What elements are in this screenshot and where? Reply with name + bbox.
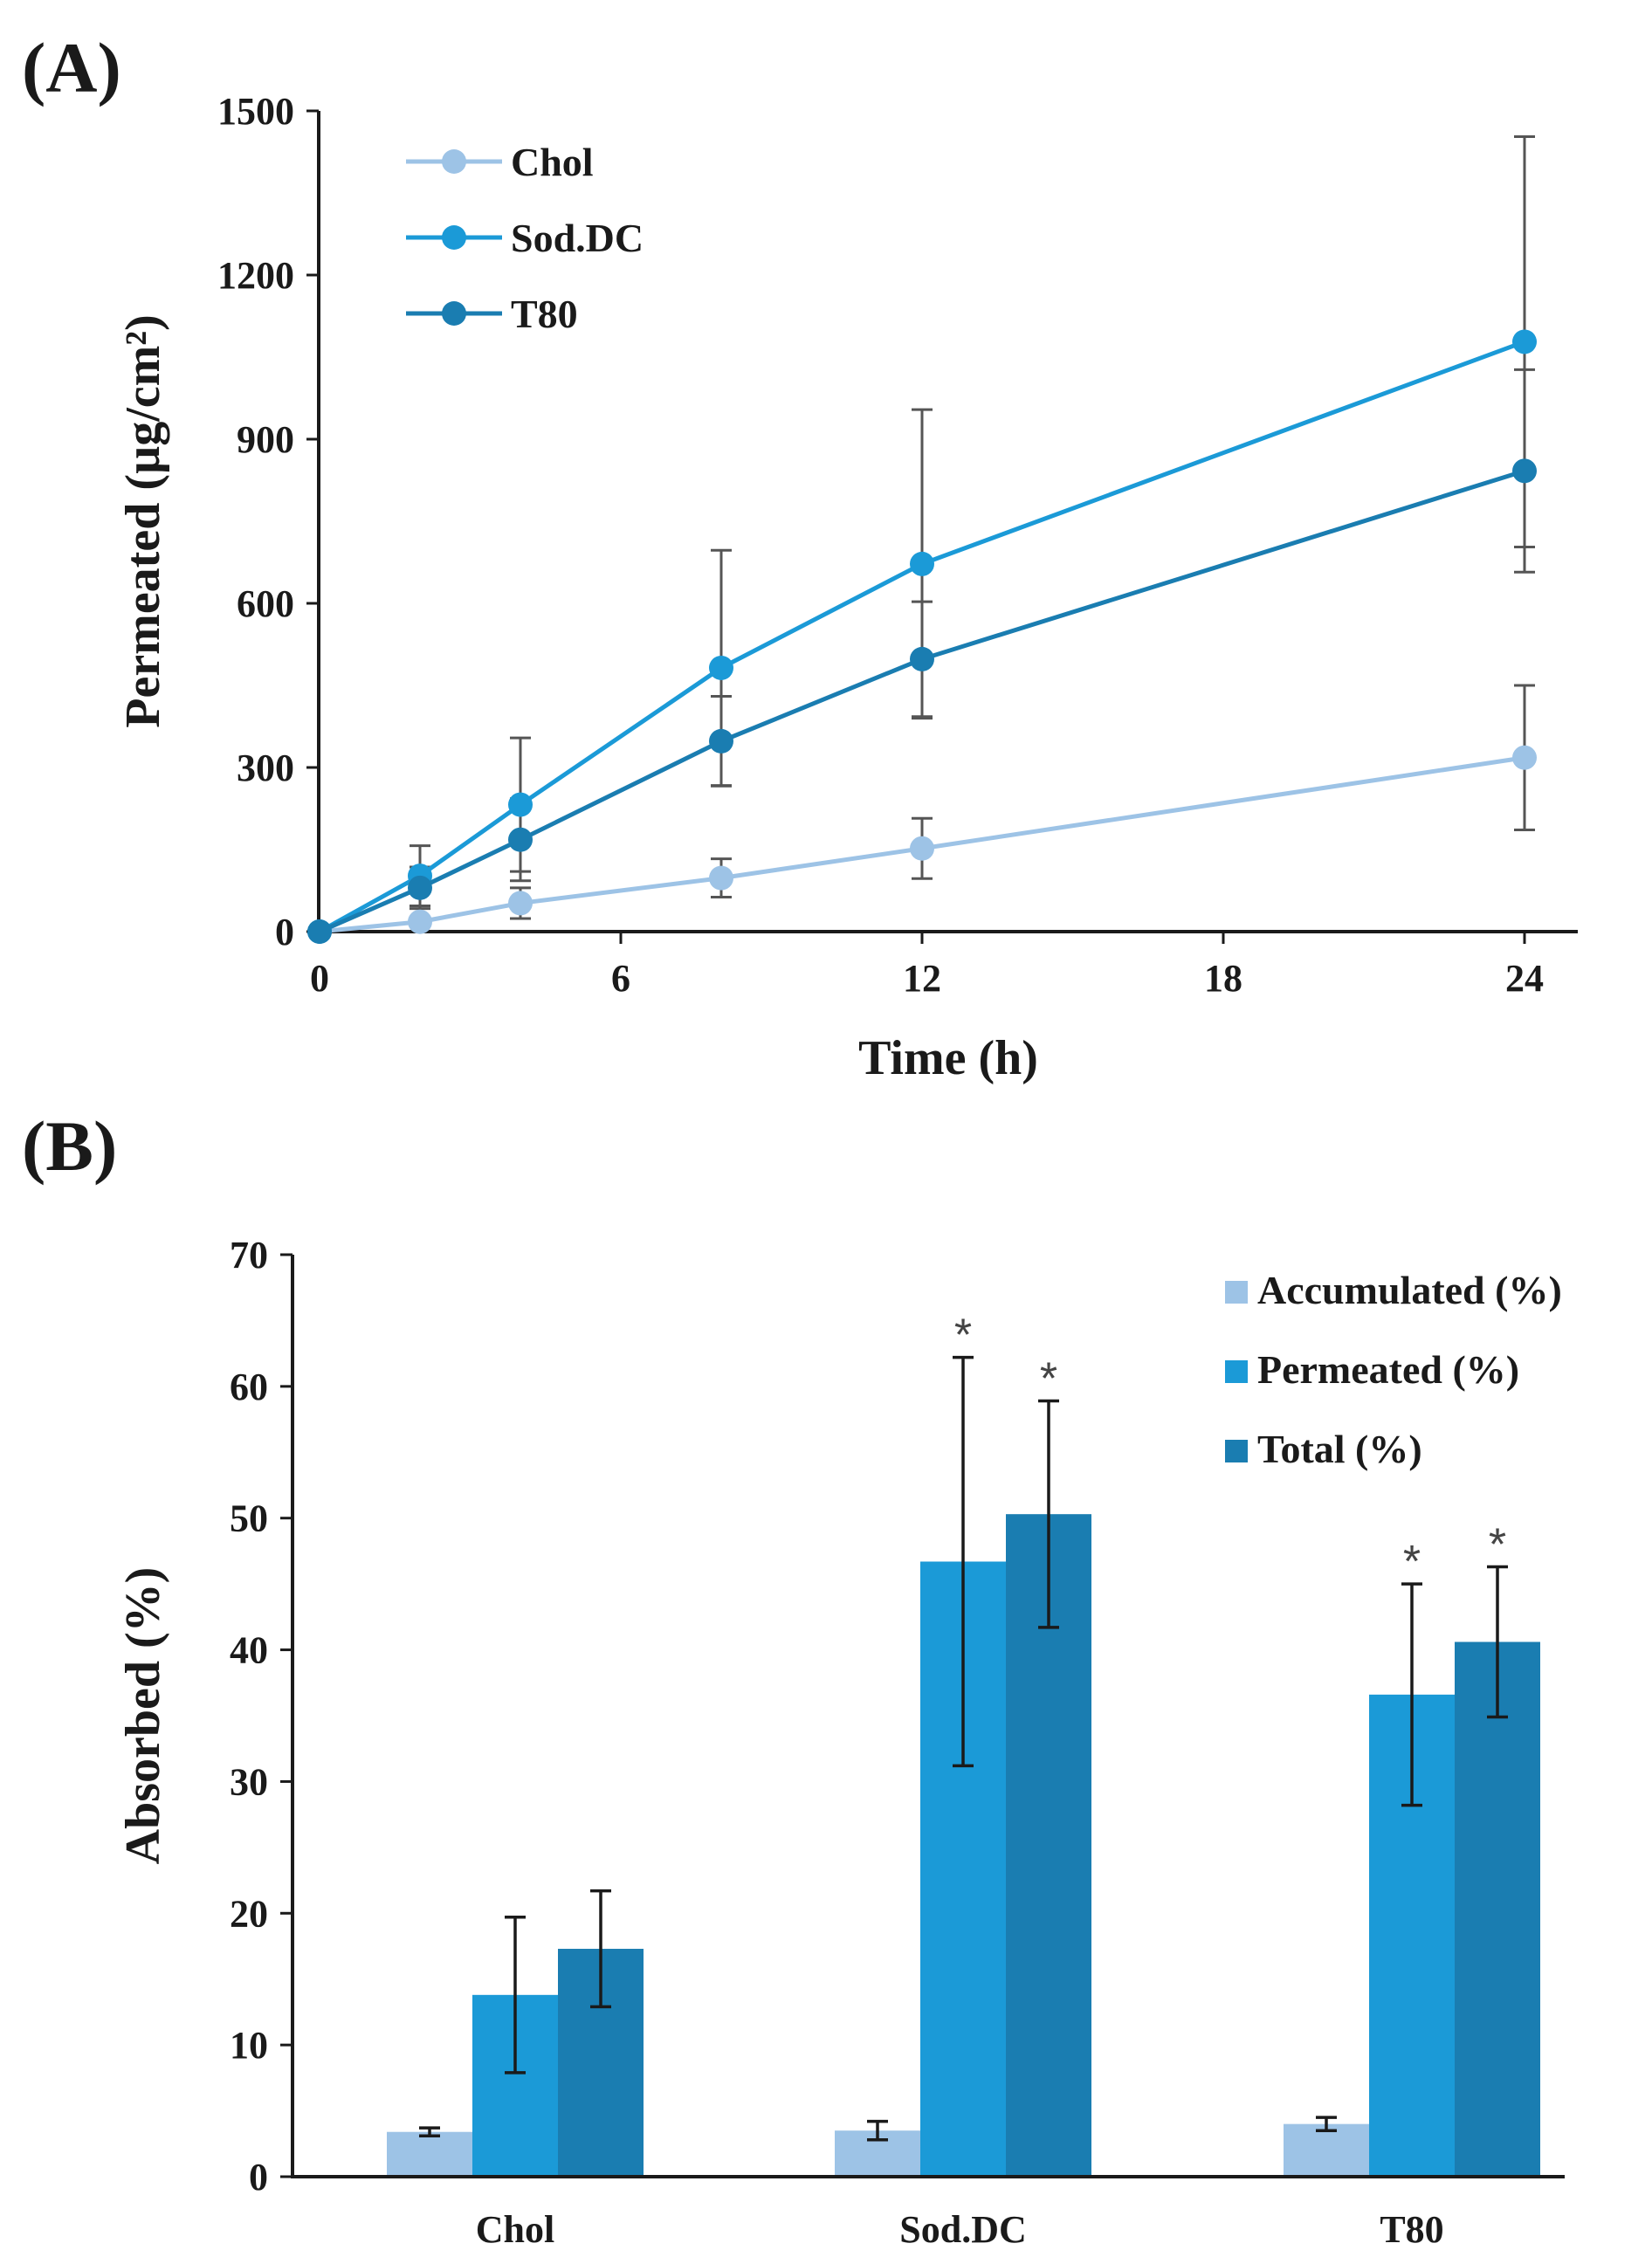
- y-tick-label: 10: [230, 2024, 268, 2067]
- y-tick-label: 20: [230, 1892, 268, 1935]
- panel-a-line-chart: (A) 0 300 600 900 1200 1500 0 6 12 18 24 Chol Sod.…: [22, 28, 1578, 1085]
- legend-swatch: [1225, 1440, 1248, 1462]
- y-tick-label: 60: [230, 1366, 268, 1408]
- data-point-chol: [709, 865, 733, 891]
- category-label: Sod.DC: [899, 2208, 1027, 2251]
- panel-b-category-labels: Chol Sod.DC T80: [476, 2208, 1444, 2251]
- data-point-chol: [910, 836, 934, 861]
- data-point-t80: [408, 875, 432, 900]
- panel-a-y-title: Permeated (µg/cm²): [116, 314, 170, 727]
- y-tick-label: 0: [249, 2156, 268, 2199]
- x-tick-label: 0: [310, 957, 329, 1000]
- category-label: T80: [1380, 2208, 1443, 2251]
- legend-label: Total (%): [1257, 1427, 1422, 1471]
- legend-marker: [442, 149, 466, 174]
- panel-a-series: [307, 134, 1537, 944]
- legend-label: Sod.DC: [511, 216, 644, 260]
- series-line-sod-dc: [318, 340, 1525, 934]
- panel-a-x-title: Time (h): [858, 1031, 1038, 1085]
- data-point-t80: [508, 827, 533, 852]
- legend-swatch: [1225, 1281, 1248, 1304]
- y-tick-label: 0: [275, 911, 294, 953]
- legend-marker: [442, 301, 466, 326]
- data-point-chol: [508, 891, 533, 916]
- panel-b-label: (B): [22, 1106, 117, 1186]
- y-tick-label: 1200: [217, 254, 294, 297]
- data-point-chol: [1512, 745, 1537, 770]
- x-tick-label: 18: [1204, 957, 1242, 1000]
- legend-label: Permeated (%): [1257, 1347, 1519, 1392]
- y-tick-label: 30: [230, 1760, 268, 1803]
- significance-star: *: [1403, 1537, 1421, 1587]
- y-tick-label: 50: [230, 1497, 268, 1540]
- series-line-t80: [319, 468, 1525, 934]
- data-point-t80: [709, 728, 733, 754]
- x-tick-label: 12: [903, 957, 941, 1000]
- y-tick-label: 900: [237, 418, 294, 461]
- panel-a-legend: Chol Sod.DC T80: [406, 140, 644, 336]
- y-tick-label: 70: [230, 1234, 268, 1277]
- data-point-sod-dc: [709, 655, 733, 680]
- y-tick-label: 300: [237, 747, 294, 789]
- data-point-sod-dc: [1512, 329, 1537, 354]
- legend-marker: [442, 225, 466, 250]
- legend-label: Accumulated (%): [1257, 1268, 1562, 1312]
- x-tick-label: 6: [611, 957, 630, 1000]
- panel-a-label: (A): [22, 28, 121, 107]
- bar: [1455, 1641, 1540, 2177]
- data-point-t80: [1512, 458, 1537, 484]
- y-tick-label: 600: [237, 582, 294, 625]
- y-tick-label: 1500: [217, 90, 294, 133]
- panel-b-bars: * * * *: [387, 1311, 1540, 2177]
- legend-label: Chol: [511, 140, 594, 184]
- bar: [1284, 2123, 1369, 2177]
- panel-b-y-title: Absorbed (%): [116, 1567, 170, 1865]
- data-point-t80: [307, 919, 332, 944]
- data-point-chol: [408, 909, 432, 934]
- x-tick-label: 24: [1505, 957, 1544, 1000]
- legend-label: T80: [511, 292, 578, 336]
- panel-b-legend: Accumulated (%) Permeated (%) Total (%): [1225, 1268, 1562, 1471]
- bar: [387, 2131, 472, 2177]
- data-point-t80: [910, 646, 934, 671]
- panel-b-y-ticks: 0 10 20 30 40 50 60 70: [230, 1234, 293, 2199]
- legend-swatch: [1225, 1360, 1248, 1383]
- series-line-chol: [319, 755, 1525, 934]
- y-tick-label: 40: [230, 1629, 268, 1672]
- category-label: Chol: [476, 2208, 554, 2251]
- data-point-sod-dc: [508, 792, 533, 817]
- panel-a-x-ticks: 0 6 12 18 24: [310, 932, 1544, 1000]
- panel-a-y-ticks: 0 300 600 900 1200 1500: [217, 90, 319, 953]
- significance-star: *: [1489, 1520, 1506, 1571]
- panel-b-bar-chart: (B) 0 10 20 30 40 50 60 70 * * * * Chol Sod.DC T80 A…: [22, 1106, 1565, 2251]
- significance-star: *: [954, 1311, 972, 1361]
- significance-star: *: [1040, 1353, 1057, 1404]
- data-point-sod-dc: [910, 551, 934, 576]
